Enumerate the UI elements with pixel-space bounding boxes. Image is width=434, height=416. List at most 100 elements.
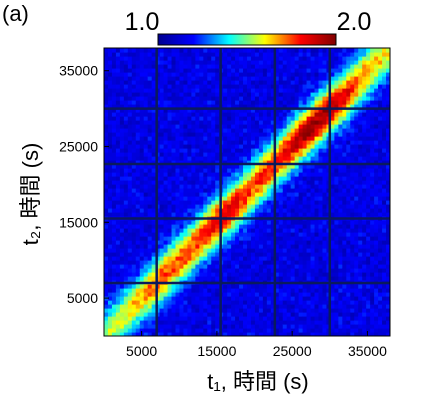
heatmap-cell [262,228,268,233]
heatmap-cell [107,56,113,61]
heatmap-cell [354,180,359,185]
heatmap-cell [147,140,153,145]
heatmap-cell [171,140,177,145]
heatmap-cell [191,228,196,233]
heatmap-cell [306,244,312,249]
heatmap-cell [111,200,117,205]
heatmap-cell [338,228,343,233]
heatmap-cell [314,88,320,93]
heatmap-cell [227,180,232,185]
heatmap-cell [258,320,264,325]
heatmap-cell [247,180,252,185]
heatmap-cell [282,248,288,253]
heatmap-cell [290,208,296,213]
heatmap-cell [322,116,328,121]
heatmap-cell [243,64,248,69]
heatmap-cell [266,168,272,173]
heatmap-cell [310,260,316,265]
heatmap-cell [223,212,228,217]
heatmap-cell [191,96,196,101]
heatmap-cell [167,156,173,161]
heatmap-cell [358,332,363,336]
heatmap-cell [231,192,236,197]
heatmap-cell [374,220,379,225]
heatmap-cell [350,80,355,85]
heatmap-cell [346,296,351,301]
heatmap-cell [274,332,280,336]
heatmap-cell [179,60,185,65]
heatmap-cell [231,248,236,253]
heatmap-cell [254,124,260,129]
heatmap-cell [306,68,312,73]
heatmap-cell [350,260,355,265]
heatmap-cell [330,160,335,165]
heatmap-cell [235,56,240,61]
heatmap-cell [159,160,165,165]
heatmap-cell [286,204,292,209]
heatmap-cell [143,120,149,125]
heatmap-cell [354,208,359,213]
heatmap-cell [314,316,320,321]
heatmap-cell [115,140,121,145]
heatmap-cell [104,100,109,105]
heatmap-cell [211,296,216,301]
heatmap-cell [362,320,367,325]
heatmap-cell [143,116,149,121]
heatmap-cell [104,132,109,137]
heatmap-cell [306,108,312,113]
heatmap-cell [179,108,185,113]
heatmap-cell [338,284,343,289]
heatmap-cell [250,264,256,269]
heatmap-cell [123,48,129,53]
heatmap-cell [235,232,240,237]
heatmap-cell [330,52,335,57]
heatmap-cell [159,148,165,153]
heatmap-cell [286,112,292,117]
heatmap-cell [183,268,189,273]
heatmap-cell [147,304,153,309]
heatmap-cell [143,292,149,297]
heatmap-cell [270,320,276,325]
heatmap-cell [104,244,109,249]
heatmap-cell [171,288,177,293]
heatmap-cell [147,128,153,133]
heatmap-cell [199,156,204,161]
heatmap-cell [258,228,264,233]
heatmap-cell [334,48,339,53]
heatmap-cell [223,276,228,281]
heatmap-cell [127,108,133,113]
heatmap-cell [370,56,375,61]
heatmap-cell [104,312,109,317]
heatmap-cell [294,124,300,129]
heatmap-cell [239,128,244,133]
heatmap-cell [278,52,284,57]
heatmap-cell [163,316,169,321]
heatmap-cell [247,284,252,289]
heatmap-cell [203,196,208,201]
heatmap-cell [143,176,149,181]
heatmap-cell [215,240,220,245]
heatmap-cell [215,316,220,321]
heatmap-cell [139,140,145,145]
heatmap-cell [282,76,288,81]
heatmap-cell [286,56,292,61]
heatmap-cell [183,304,189,309]
heatmap-cell [294,208,300,213]
heatmap-cell [175,204,181,209]
heatmap-cell [147,156,153,161]
heatmap-cell [270,316,276,321]
heatmap-cell [282,96,288,101]
heatmap-cell [223,60,228,65]
heatmap-cell [151,76,157,81]
heatmap-cell [354,168,359,173]
heatmap-cell [346,300,351,305]
heatmap-cell [179,244,185,249]
heatmap-cell [223,188,228,193]
heatmap-cell [187,172,192,177]
heatmap-cell [334,244,339,249]
heatmap-cell [250,308,256,313]
heatmap-cell [207,148,212,153]
heatmap-cell [191,296,196,301]
heatmap-cell [322,64,328,69]
heatmap-cell [374,104,379,109]
